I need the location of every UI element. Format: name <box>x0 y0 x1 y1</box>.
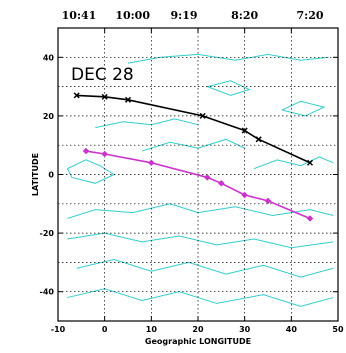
x-tick-label: -10 <box>51 325 66 334</box>
data-point <box>217 179 225 187</box>
y-tick-label: -40 <box>40 288 55 297</box>
map-contour <box>67 288 334 307</box>
time-label: 9:19 <box>170 9 197 22</box>
x-tick-label: 40 <box>286 325 298 334</box>
data-point <box>101 150 109 158</box>
data-point <box>124 96 132 103</box>
x-tick-label: 0 <box>102 325 108 334</box>
series-layer <box>73 92 314 222</box>
data-point <box>255 136 262 143</box>
y-tick-label: 20 <box>43 112 55 121</box>
data-point <box>264 197 272 205</box>
time-label: 8:20 <box>231 9 258 22</box>
data-point <box>82 147 90 155</box>
time-label: 7:20 <box>296 9 323 22</box>
data-point <box>241 127 248 134</box>
data-point <box>306 159 314 166</box>
x-tick-label: 50 <box>332 325 344 334</box>
map-contour <box>281 100 326 117</box>
date-annotation: DEC 28 <box>71 65 134 85</box>
data-point <box>241 191 249 199</box>
time-label: 10:00 <box>115 9 150 22</box>
map-contour <box>76 258 334 278</box>
y-tick-label: 40 <box>43 53 55 62</box>
tick-layer: -10 0 10 20 30 40 50 -40 -20 0 20 40 10:41 10:00 9:19 8… <box>40 9 344 334</box>
x-tick-label: 20 <box>192 325 204 334</box>
series-line-1 <box>76 94 311 164</box>
map-contour <box>95 118 199 129</box>
map-contour <box>141 138 245 152</box>
data-point <box>203 174 211 181</box>
data-point <box>101 93 108 100</box>
map-contour <box>253 156 334 170</box>
x-tick-label: 30 <box>239 325 251 334</box>
data-point <box>147 159 155 167</box>
y-axis-title: LATITUDE <box>31 153 40 196</box>
data-point <box>306 215 314 222</box>
data-point <box>73 92 80 99</box>
y-tick-label: -20 <box>40 229 55 238</box>
map-contour <box>127 53 329 64</box>
time-label: 10:41 <box>62 9 97 22</box>
y-tick-label: 0 <box>48 171 54 180</box>
grid-layer <box>58 28 338 321</box>
map-contour <box>207 80 251 96</box>
contour-layer <box>66 53 334 307</box>
map-contour <box>66 159 116 184</box>
series-line-2 <box>85 150 311 220</box>
data-point <box>199 112 206 119</box>
map-contour <box>67 232 334 249</box>
x-tick-label: 10 <box>146 325 158 334</box>
x-axis-title: Geographic LONGITUDE <box>145 337 251 346</box>
